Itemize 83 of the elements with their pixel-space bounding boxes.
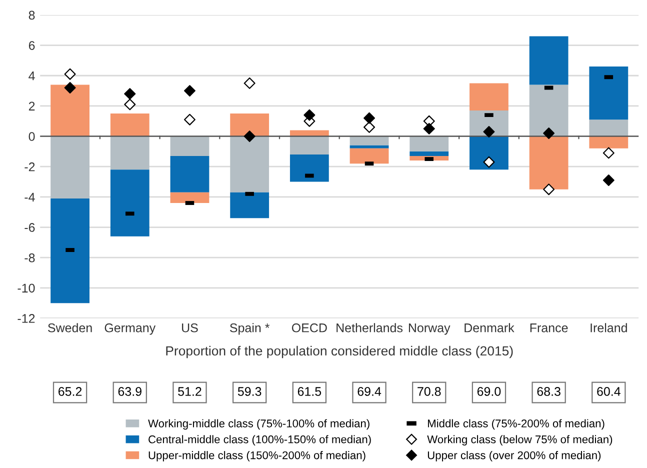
x-tick-label: Netherlands	[336, 323, 403, 332]
bar	[170, 156, 210, 192]
text: 69.4	[358, 387, 382, 396]
x-axis-title: Proportion of the population considered middle class (2015)	[166, 346, 513, 358]
y-tick-label: -2	[24, 162, 35, 172]
bar	[529, 36, 568, 85]
point	[124, 88, 136, 100]
x-tick-label: Sweden	[48, 323, 92, 332]
bar	[350, 148, 389, 164]
bar	[290, 130, 329, 136]
point	[244, 77, 256, 89]
text: 70.8	[418, 387, 441, 396]
bar	[350, 136, 389, 146]
text: 60.4	[597, 387, 620, 396]
bar	[589, 66, 628, 120]
y-tick-label: 6	[28, 41, 35, 50]
legend-label: Central-middle class (100%-150% of median)	[148, 435, 371, 446]
point	[304, 109, 316, 121]
text: 61.5	[298, 387, 322, 396]
text: 63.9	[118, 387, 142, 396]
point	[602, 174, 614, 186]
bar	[230, 192, 270, 218]
text: 59.3	[238, 387, 262, 396]
bar	[110, 136, 150, 170]
point	[124, 98, 136, 110]
legend-label: Upper-middle class (150%-200% of median)	[148, 451, 366, 462]
point	[483, 156, 495, 168]
bar	[410, 136, 449, 152]
bar	[529, 136, 568, 190]
point	[184, 114, 196, 126]
legend-label: Upper class (over 200% of median)	[428, 451, 601, 462]
y-tick-label: 4	[28, 72, 35, 80]
point	[64, 82, 76, 94]
bar	[290, 154, 329, 182]
x-tick-label: Ireland	[590, 323, 627, 332]
bar	[470, 83, 508, 111]
y-tick-label: -12	[18, 314, 35, 323]
point	[543, 127, 555, 139]
x-tick-label: OECD	[292, 323, 327, 332]
bar	[529, 84, 568, 136]
legend-label: Working class (below 75% of median)	[427, 435, 612, 446]
bar	[230, 114, 270, 136]
bar	[230, 136, 270, 192]
point	[543, 184, 555, 196]
legend-label: Working-middle class (75%-100% of median)	[148, 419, 370, 430]
point	[483, 126, 495, 138]
bar	[170, 136, 210, 156]
y-tick-label: 2	[28, 102, 35, 110]
bar	[589, 120, 628, 136]
bar	[290, 136, 329, 154]
y-tick-label: -4	[24, 192, 35, 202]
y-tick-label: 8	[28, 10, 35, 20]
text: 69.0	[477, 387, 501, 396]
text: 65.2	[58, 387, 82, 396]
bar	[470, 136, 508, 170]
bar	[350, 145, 389, 148]
point	[602, 147, 614, 159]
bar	[110, 170, 150, 236]
legend-label: Middle class (75%-200% of median)	[428, 419, 604, 430]
bar	[50, 198, 90, 304]
x-tick-label: France	[530, 324, 568, 332]
text: 51.2	[178, 387, 202, 396]
y-tick-label: -6	[24, 223, 35, 232]
text: 68.3	[537, 387, 560, 396]
x-tick-label: Germany	[104, 323, 156, 335]
y-tick-label: 0	[28, 132, 35, 141]
bar	[50, 136, 90, 198]
point	[64, 68, 76, 80]
y-tick-label: -8	[24, 253, 35, 262]
bar	[170, 192, 210, 203]
x-tick-label: Denmark	[464, 323, 514, 332]
y-tick-label: -10	[18, 284, 35, 293]
x-tick-label: US	[182, 323, 198, 332]
bar	[410, 151, 449, 156]
bar	[110, 114, 150, 136]
x-tick-label: Norway	[408, 324, 450, 335]
x-tick-label: Spain *	[230, 323, 270, 335]
point	[244, 130, 256, 142]
point	[184, 85, 196, 97]
bar	[589, 136, 628, 148]
bar	[50, 84, 90, 136]
point	[364, 112, 376, 124]
point	[423, 122, 435, 134]
